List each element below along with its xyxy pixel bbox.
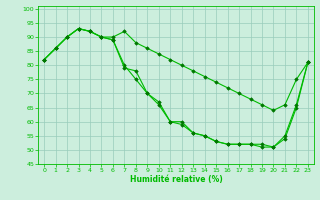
X-axis label: Humidité relative (%): Humidité relative (%): [130, 175, 222, 184]
